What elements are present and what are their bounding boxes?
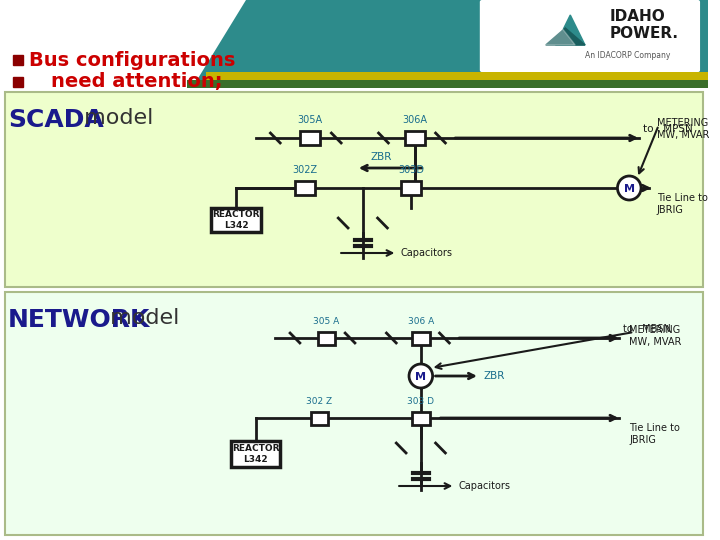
Text: 303 D: 303 D (408, 397, 434, 407)
Circle shape (409, 364, 433, 388)
Text: Capacitors: Capacitors (458, 481, 510, 491)
Text: need attention;: need attention; (51, 72, 222, 91)
Text: 305A: 305A (297, 115, 323, 125)
Text: 302 Z: 302 Z (307, 397, 333, 407)
Text: to   MBSN: to MBSN (624, 324, 671, 334)
Text: NETWORK: NETWORK (8, 308, 150, 332)
Bar (412, 411, 430, 424)
Text: REACTOR
L342: REACTOR L342 (212, 210, 260, 230)
Text: SCADA: SCADA (8, 108, 104, 132)
Polygon shape (536, 20, 575, 45)
Bar (212, 208, 261, 232)
FancyBboxPatch shape (5, 292, 703, 535)
Text: 302Z: 302Z (292, 165, 318, 175)
Bar (311, 411, 328, 424)
Polygon shape (207, 72, 708, 80)
Polygon shape (197, 0, 708, 80)
Text: ZBR: ZBR (484, 371, 505, 381)
Bar (295, 181, 315, 195)
Text: Tie Line to
JBRIG: Tie Line to JBRIG (629, 423, 680, 444)
Text: 305 A: 305 A (313, 318, 340, 327)
Bar (300, 131, 320, 145)
Bar (401, 181, 420, 195)
Text: IDAHO
POWER.: IDAHO POWER. (610, 9, 679, 41)
FancyBboxPatch shape (5, 92, 703, 287)
Text: An IDACORP Company: An IDACORP Company (585, 51, 670, 59)
Text: to   MPSN: to MPSN (643, 124, 693, 134)
Polygon shape (546, 28, 585, 45)
Text: model: model (103, 308, 179, 328)
Text: Tie Line to
JBRIG: Tie Line to JBRIG (657, 193, 708, 214)
FancyBboxPatch shape (480, 0, 700, 72)
Text: M: M (415, 372, 426, 382)
Bar (231, 441, 280, 467)
Text: 306A: 306A (402, 115, 428, 125)
Bar (405, 131, 425, 145)
Text: 303D: 303D (398, 165, 424, 175)
Polygon shape (556, 15, 585, 45)
Text: model: model (77, 108, 153, 128)
Polygon shape (186, 80, 708, 88)
Bar (412, 332, 430, 345)
Text: ZBR: ZBR (371, 152, 392, 162)
Text: METERING
MW, MVAR: METERING MW, MVAR (629, 325, 682, 347)
Circle shape (618, 176, 641, 200)
Bar (318, 332, 336, 345)
Text: Capacitors: Capacitors (400, 248, 452, 258)
Text: METERING
MW, MVAR: METERING MW, MVAR (657, 118, 709, 140)
Text: M: M (624, 184, 635, 194)
Text: Bus configurations: Bus configurations (30, 51, 236, 70)
Text: REACTOR
L342: REACTOR L342 (232, 444, 279, 464)
Text: 306 A: 306 A (408, 318, 434, 327)
